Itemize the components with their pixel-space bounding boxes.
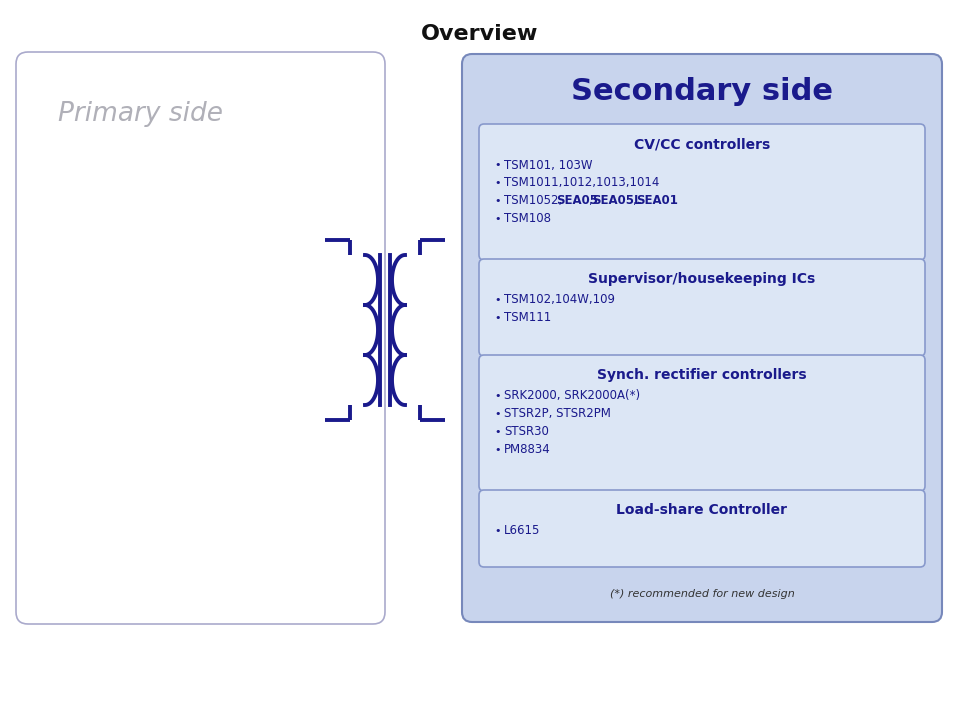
Text: •: • bbox=[494, 214, 500, 224]
Text: •: • bbox=[494, 178, 500, 188]
Text: SRK2000, SRK2000A(*): SRK2000, SRK2000A(*) bbox=[504, 390, 640, 402]
Text: PM8834: PM8834 bbox=[504, 444, 551, 456]
Text: CV/CC controllers: CV/CC controllers bbox=[634, 137, 770, 151]
FancyBboxPatch shape bbox=[479, 259, 925, 356]
Text: ,: , bbox=[588, 194, 591, 207]
Text: TSM102,104W,109: TSM102,104W,109 bbox=[504, 294, 615, 307]
FancyBboxPatch shape bbox=[479, 124, 925, 260]
Text: TSM101, 103W: TSM101, 103W bbox=[504, 158, 592, 171]
Text: •: • bbox=[494, 313, 500, 323]
FancyBboxPatch shape bbox=[479, 490, 925, 567]
Text: •: • bbox=[494, 196, 500, 206]
FancyBboxPatch shape bbox=[479, 355, 925, 491]
FancyBboxPatch shape bbox=[462, 54, 942, 622]
Text: Load-share Controller: Load-share Controller bbox=[616, 503, 787, 517]
Text: Synch. rectifier controllers: Synch. rectifier controllers bbox=[597, 368, 806, 382]
Text: Secondary side: Secondary side bbox=[571, 78, 833, 107]
Text: TSM108: TSM108 bbox=[504, 212, 551, 225]
Text: •: • bbox=[494, 526, 500, 536]
Text: L6615: L6615 bbox=[504, 524, 540, 538]
Text: (*) recommended for new design: (*) recommended for new design bbox=[610, 589, 794, 599]
Text: SEA05L: SEA05L bbox=[592, 194, 641, 207]
Text: TSM1052,: TSM1052, bbox=[504, 194, 566, 207]
FancyBboxPatch shape bbox=[16, 52, 385, 624]
Text: •: • bbox=[494, 427, 500, 437]
Text: SEA05: SEA05 bbox=[556, 194, 598, 207]
Text: Supervisor/housekeeping ICs: Supervisor/housekeeping ICs bbox=[588, 272, 816, 286]
Text: Overview: Overview bbox=[421, 24, 539, 44]
Text: •: • bbox=[494, 409, 500, 419]
Text: TSM1011,1012,1013,1014: TSM1011,1012,1013,1014 bbox=[504, 176, 660, 189]
Text: SEA01: SEA01 bbox=[636, 194, 678, 207]
Text: •: • bbox=[494, 445, 500, 455]
Text: •: • bbox=[494, 160, 500, 170]
Text: STSR30: STSR30 bbox=[504, 426, 549, 438]
Text: STSR2P, STSR2PM: STSR2P, STSR2PM bbox=[504, 408, 611, 420]
Text: •: • bbox=[494, 391, 500, 401]
Text: ,: , bbox=[632, 194, 636, 207]
Text: •: • bbox=[494, 295, 500, 305]
Text: Primary side: Primary side bbox=[58, 101, 223, 127]
Text: TSM111: TSM111 bbox=[504, 312, 551, 325]
